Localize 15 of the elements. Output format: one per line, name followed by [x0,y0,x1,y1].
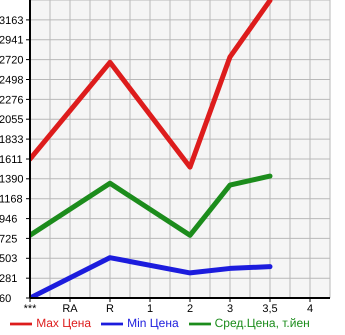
y-tick-label: 1168 [0,194,23,206]
legend-label: Min Цена [127,316,179,330]
x-tick-label: 3 [226,302,234,315]
x-tick-label: RA [62,302,78,315]
legend-label: Max Цена [36,316,92,330]
y-tick-label: 1390 [0,174,24,186]
x-tick-label: 1 [146,302,154,315]
x-tick-label: 4 [306,302,314,315]
x-tick-label: *** [24,302,38,315]
x-tick-label: R [106,302,114,315]
y-tick-label: 1611 [0,154,23,166]
y-tick-label: 1833 [0,134,24,146]
x-tick-label: 3,5 [262,302,278,315]
x-tick-label: 2 [186,302,194,315]
legend-label: Сред.Цена, т.йен [214,316,310,330]
